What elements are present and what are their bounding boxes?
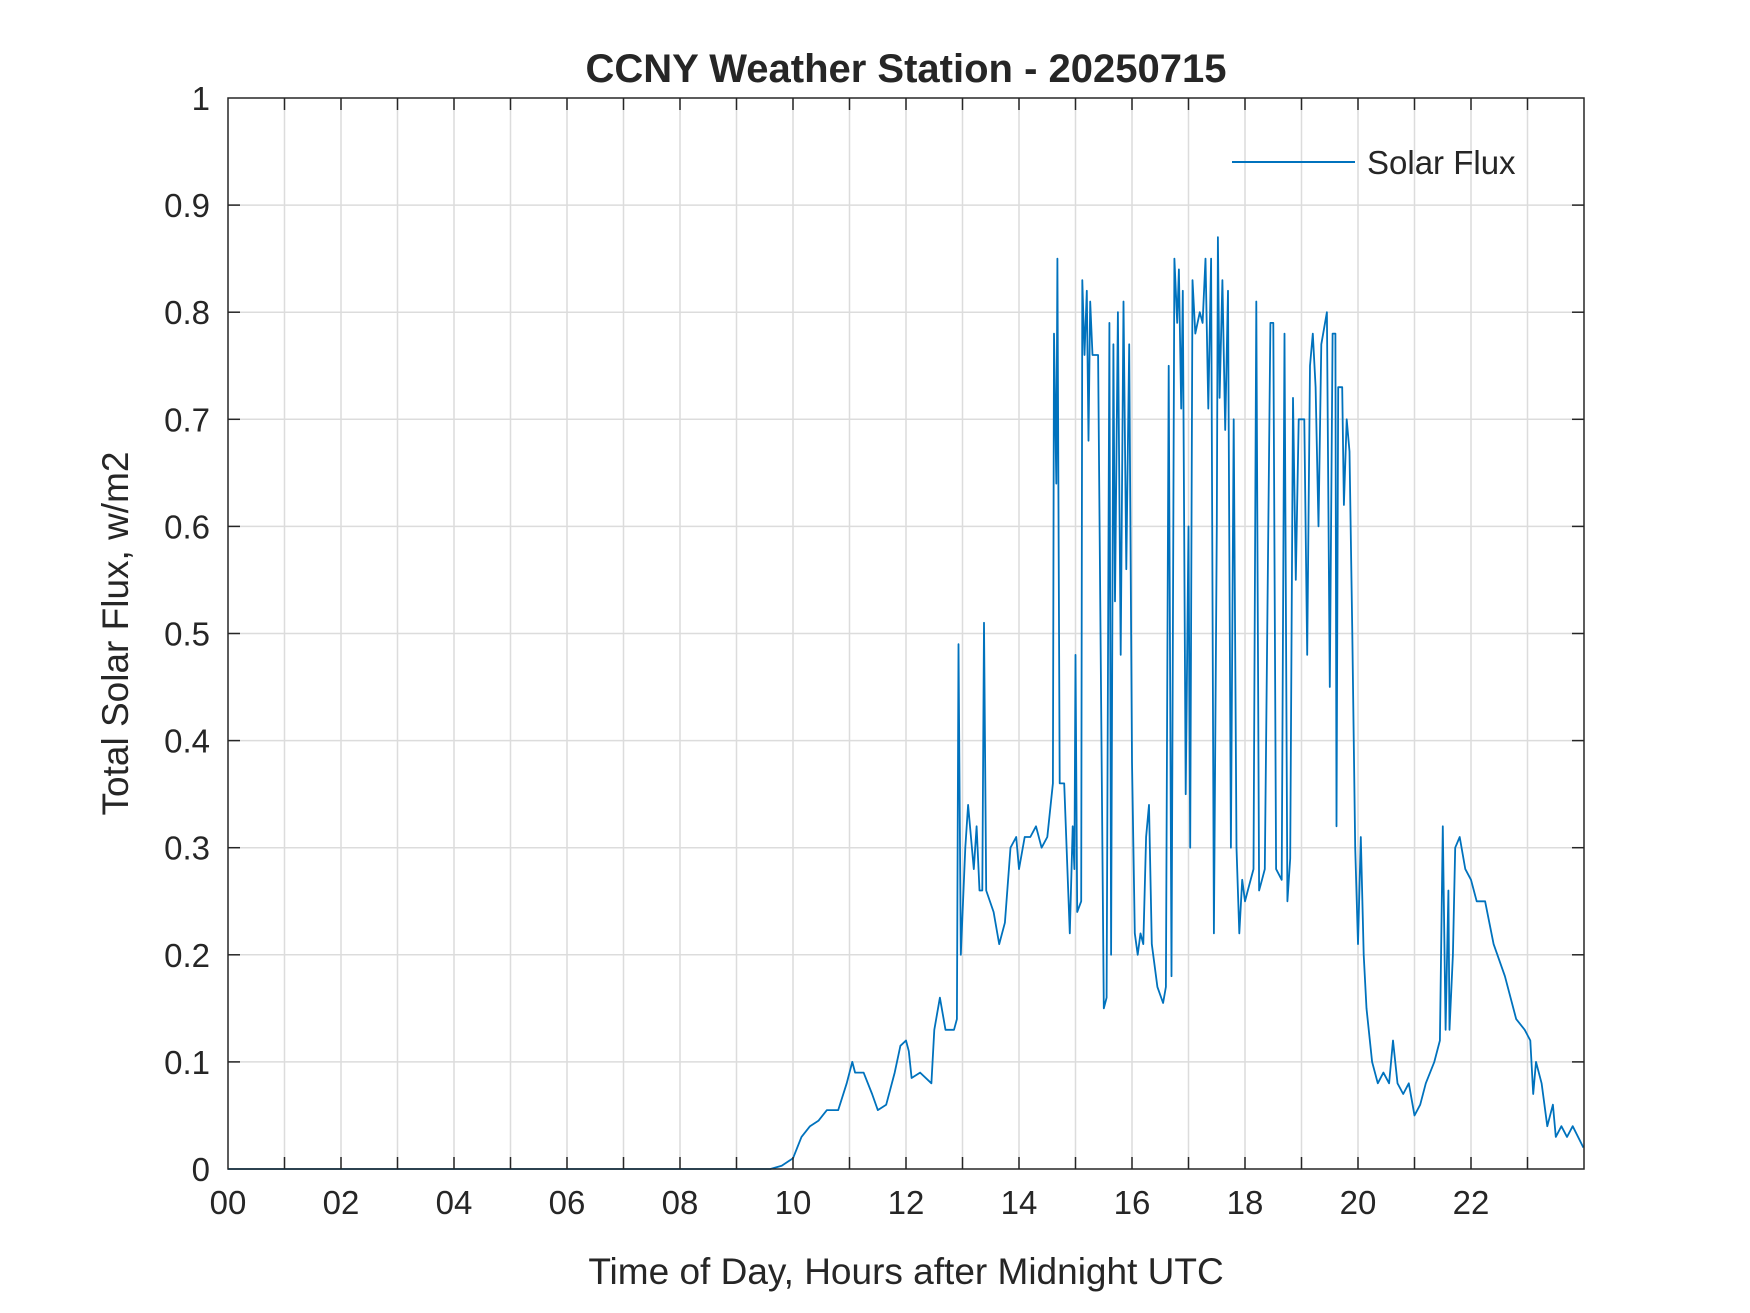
x-tick-label: 18 xyxy=(1227,1184,1264,1221)
y-tick-label: 0.7 xyxy=(164,401,210,438)
y-tick-label: 0.3 xyxy=(164,830,210,867)
x-tick-label: 14 xyxy=(1001,1184,1038,1221)
y-tick-label: 0 xyxy=(192,1151,210,1188)
y-tick-label: 0.4 xyxy=(164,723,210,760)
y-tick-label: 1 xyxy=(192,80,210,117)
y-tick-label: 0.9 xyxy=(164,187,210,224)
x-tick-label: 10 xyxy=(775,1184,812,1221)
series-layer xyxy=(228,236,1585,1170)
x-tick-label: 08 xyxy=(662,1184,699,1221)
chart-title: CCNY Weather Station - 20250715 xyxy=(586,47,1227,91)
x-axis-label: Time of Day, Hours after Midnight UTC xyxy=(588,1251,1223,1292)
x-tick-label: 00 xyxy=(210,1184,247,1221)
legend[interactable]: Solar Flux xyxy=(1232,144,1516,181)
x-tick-label: 22 xyxy=(1453,1184,1490,1221)
x-tick-label: 12 xyxy=(888,1184,925,1221)
ticks: 0 0.1 0.2 0.3 0.4 0.5 0.6 0.7 0.8 0.9 1 00 02 04 06 08 1… xyxy=(164,80,1584,1221)
x-tick-label: 20 xyxy=(1340,1184,1377,1221)
x-tick-label: 16 xyxy=(1114,1184,1151,1221)
series-line-solar-flux xyxy=(228,236,1585,1170)
y-axis-label: Total Solar Flux, w/m2 xyxy=(95,452,136,816)
x-tick-label: 04 xyxy=(436,1184,473,1221)
y-tick-label: 0.5 xyxy=(164,616,210,653)
y-tick-label: 0.1 xyxy=(164,1044,210,1081)
legend-label-solar-flux: Solar Flux xyxy=(1367,144,1516,181)
y-tick-label: 0.6 xyxy=(164,508,210,545)
y-tick-label: 0.2 xyxy=(164,937,210,974)
x-tick-label: 02 xyxy=(323,1184,360,1221)
y-tick-label: 0.8 xyxy=(164,294,210,331)
grid xyxy=(228,98,1584,1169)
x-tick-label: 06 xyxy=(549,1184,586,1221)
